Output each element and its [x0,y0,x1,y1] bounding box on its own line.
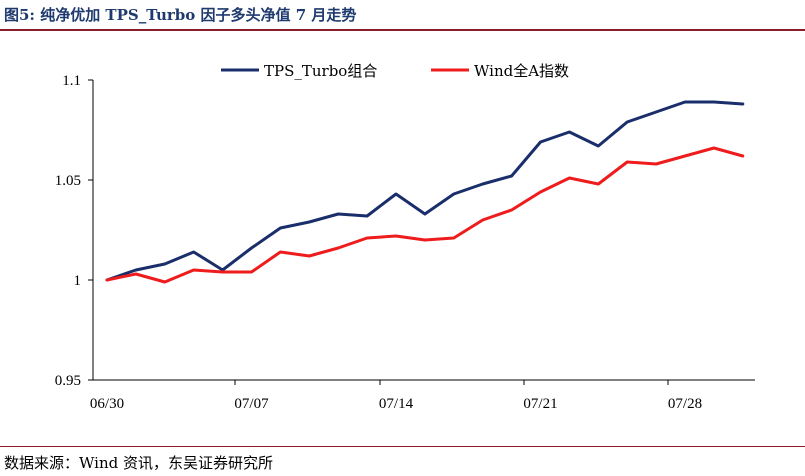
x-tick-label: 07/14 [379,396,414,412]
source-note: 数据来源：Wind 资讯，东吴证券研究所 [4,454,273,472]
legend-label-tps-turbo: TPS_Turbo组合 [264,62,377,80]
bottom-divider [0,446,805,447]
x-tick-label: 07/21 [523,396,557,412]
x-tick-label: 06/30 [90,396,124,412]
y-tick-label: 1 [74,273,82,289]
series-line-wind-all-a [105,146,745,284]
x-tick-label: 07/07 [234,396,269,412]
chart-axes: 0.95 1 1.05 1.1 06/30 07/07 07/14 07/21 07/28 [55,73,755,412]
figure-title: 图5: 纯净优加 TPS_Turbo 因子多头净值 7 月走势 [4,6,357,24]
series-line-tps-turbo [105,100,745,282]
y-tick-label: 1.1 [62,73,81,89]
legend-label-wind-all-a: Wind全A指数 [474,62,569,80]
x-tick-label: 07/28 [668,396,702,412]
y-tick-label: 0.95 [55,373,81,389]
chart-series [105,100,745,284]
y-tick-label: 1.05 [55,173,81,189]
top-divider [0,29,805,31]
chart-legend: TPS_Turbo组合 Wind全A指数 [221,62,569,80]
